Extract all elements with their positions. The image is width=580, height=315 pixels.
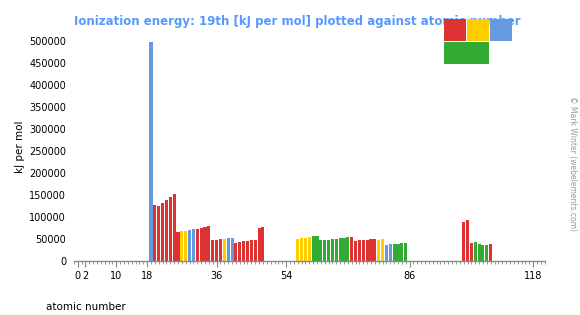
Bar [389,244,392,261]
Bar [354,241,357,261]
Bar [250,240,253,261]
Bar [327,240,330,261]
Bar [227,238,230,261]
Bar [204,227,206,261]
Bar [196,229,199,261]
Bar [219,239,222,261]
Bar [377,240,380,261]
Bar [253,240,257,261]
Bar [161,203,164,261]
Bar [246,241,249,261]
Bar [180,232,183,261]
Bar [362,240,365,261]
Bar [200,228,203,261]
Bar [211,240,214,261]
Bar [234,243,237,261]
Bar [308,237,311,261]
Bar [262,227,264,261]
Bar [165,200,168,261]
Bar [470,243,473,261]
Bar [400,243,404,261]
Bar [339,238,342,261]
Bar [466,220,469,261]
Bar [485,245,488,261]
Text: atomic number: atomic number [46,302,126,312]
Bar [346,238,349,261]
Bar [477,244,481,261]
Bar [342,238,346,261]
Bar [258,228,260,261]
Bar [150,42,153,261]
Text: © Mark Winter (webelements.com): © Mark Winter (webelements.com) [568,96,577,231]
Text: Ionization energy: 19th [kJ per mol] plotted against atomic number: Ionization energy: 19th [kJ per mol] plo… [74,15,520,28]
Bar [173,194,176,261]
Bar [153,205,157,261]
Bar [223,239,226,261]
Bar [481,245,484,261]
Bar [208,226,211,261]
Bar [385,245,388,261]
Bar [311,237,315,261]
Bar [188,230,191,261]
Bar [369,239,372,261]
Bar [296,239,299,261]
Y-axis label: kJ per mol: kJ per mol [15,120,25,173]
Bar [397,243,400,261]
Bar [319,240,322,261]
Bar [404,243,407,261]
Bar [230,238,234,261]
Bar [323,240,326,261]
Bar [335,239,338,261]
Bar [489,244,492,261]
Bar [176,232,180,261]
Bar [462,222,465,261]
Bar [474,243,477,261]
Bar [169,197,172,261]
Bar [393,244,396,261]
Bar [300,238,303,261]
Bar [192,229,195,261]
Bar [331,239,334,261]
Bar [381,239,384,261]
Bar [304,238,307,261]
Bar [242,241,245,261]
Bar [350,237,353,261]
Bar [358,240,361,261]
Bar [365,240,369,261]
Bar [184,231,187,261]
Bar [238,242,241,261]
Bar [374,239,376,261]
Bar [316,236,318,261]
Bar [215,240,218,261]
Bar [157,206,160,261]
